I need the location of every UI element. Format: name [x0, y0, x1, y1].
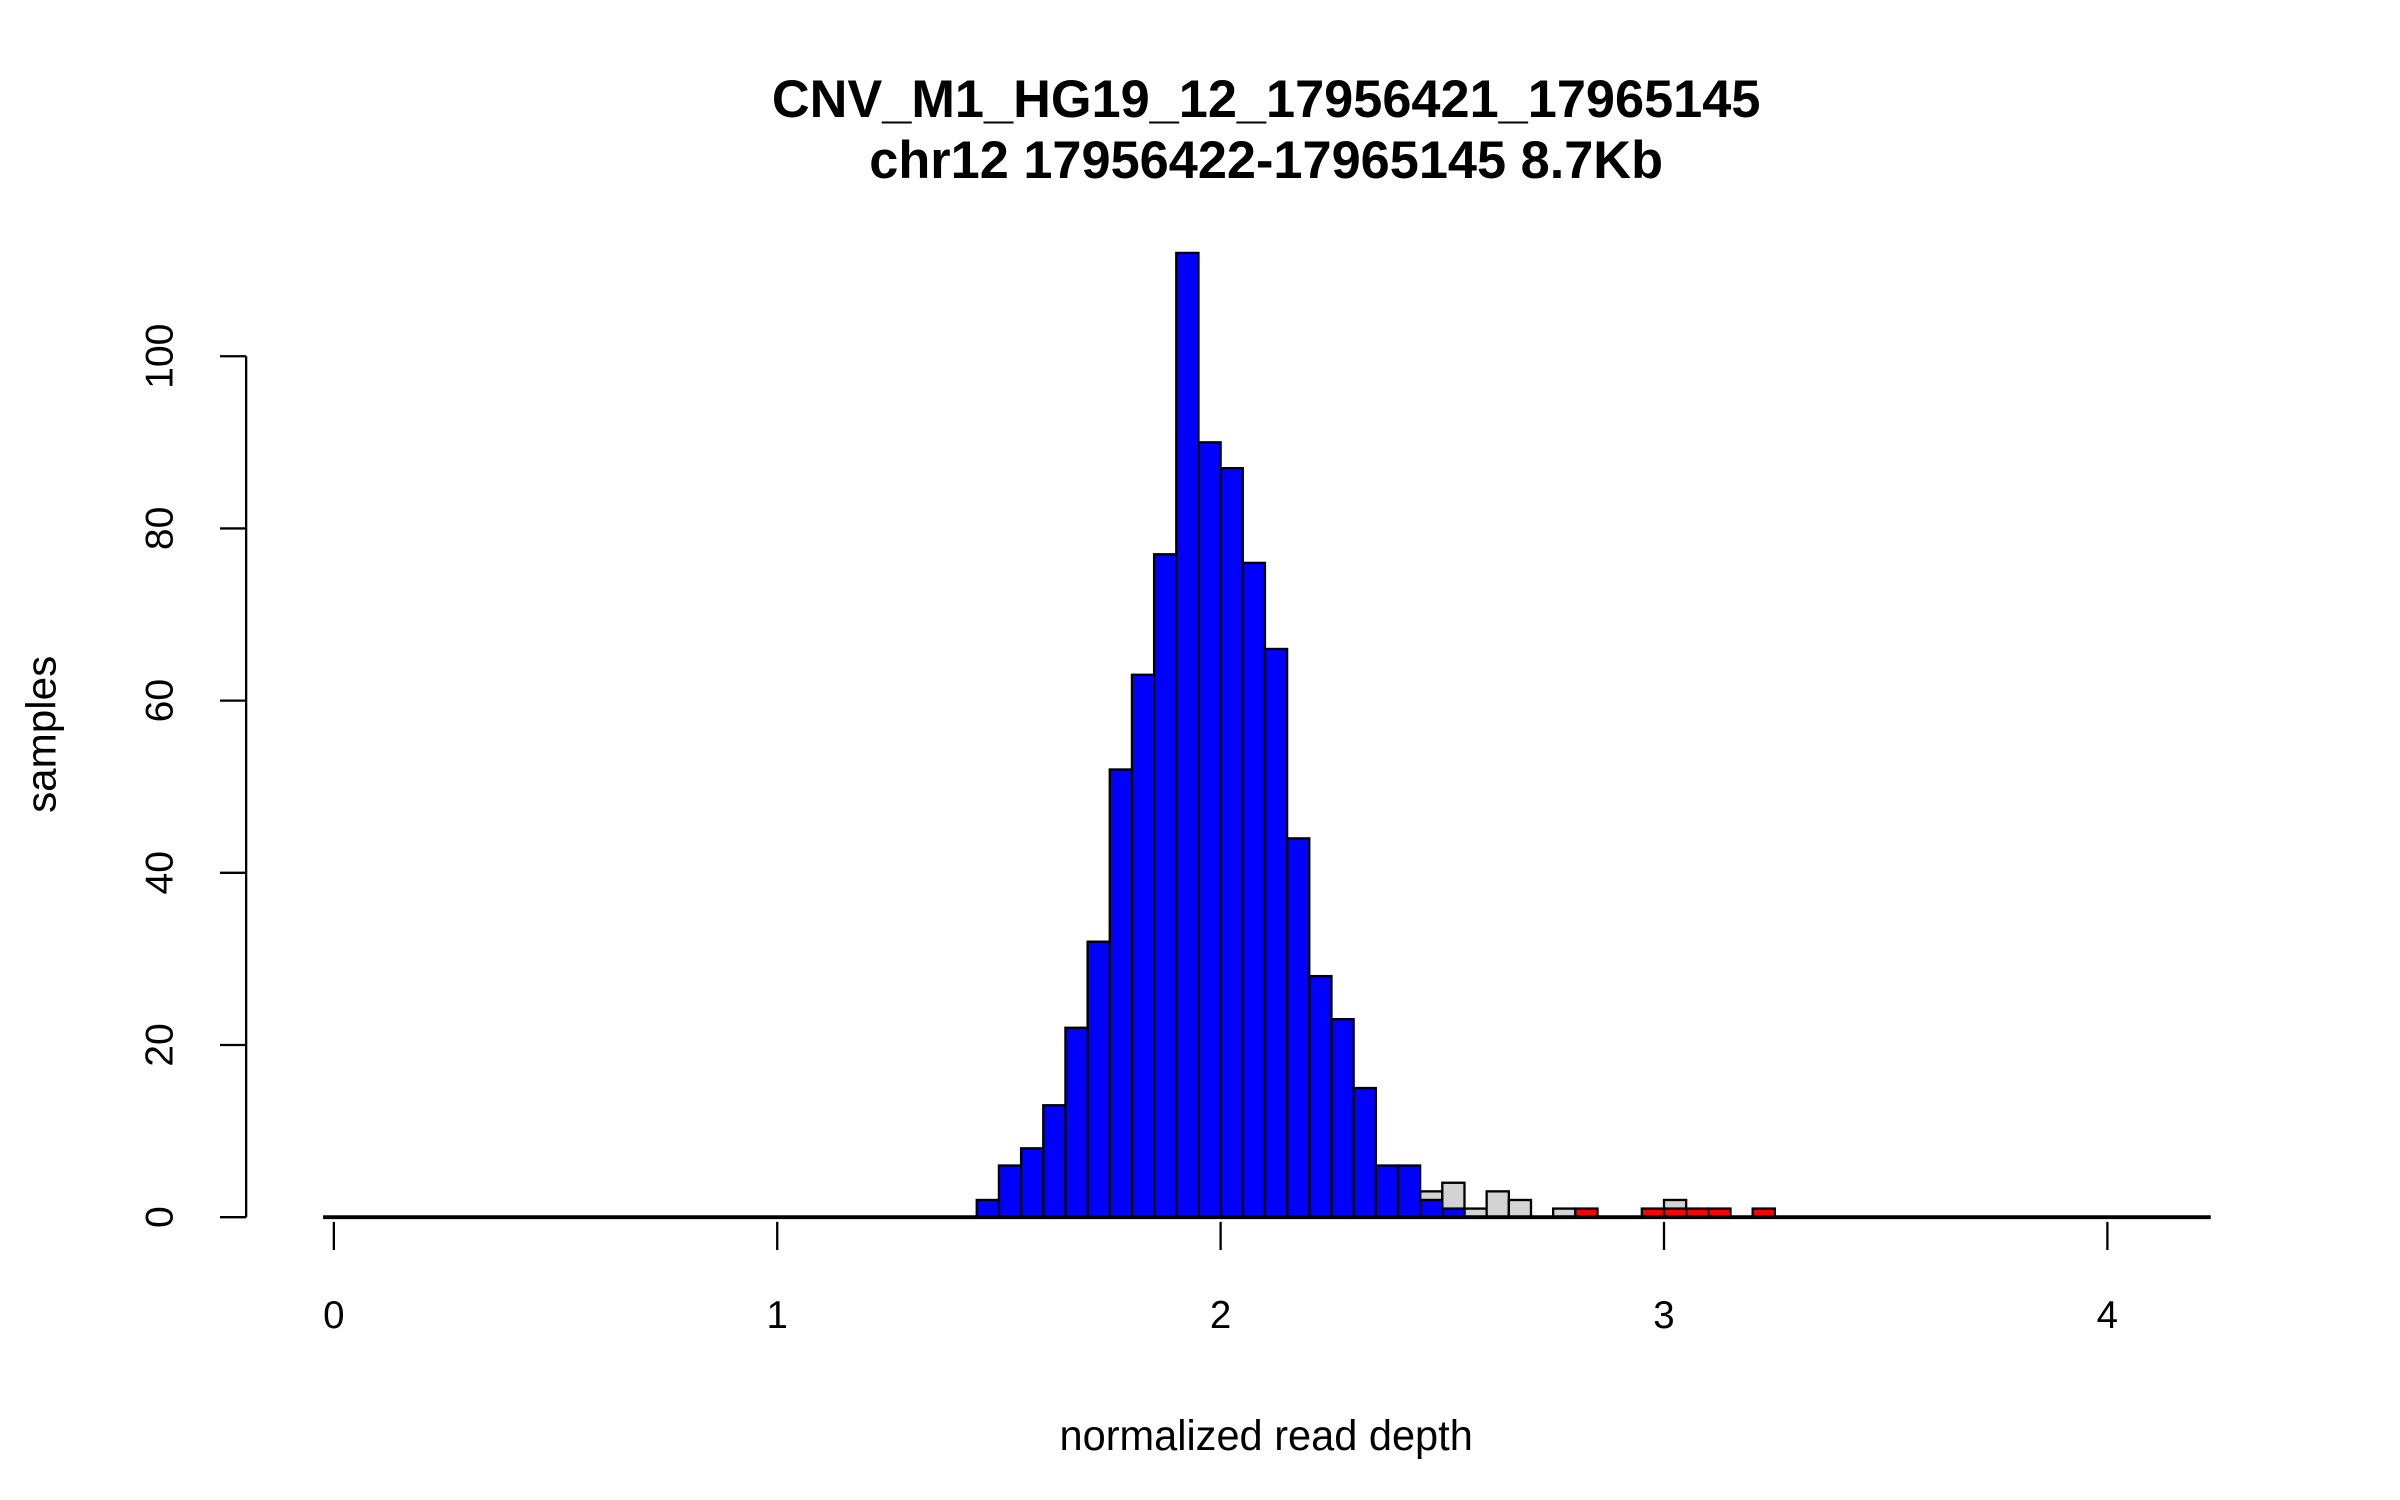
y-axis-label: samples: [18, 656, 65, 813]
chart-title: CNV_M1_HG19_12_17956421_17965145: [772, 70, 1761, 129]
bar-gray-4: [1507, 1198, 1533, 1219]
chart-subtitle: chr12 17956422-17965145 8.7Kb: [869, 131, 1663, 190]
bar-blue-10: [1197, 441, 1222, 1219]
bar-blue-3: [1042, 1104, 1067, 1219]
y-tick-label: 60: [139, 679, 182, 722]
bar-blue-2: [1019, 1147, 1045, 1219]
x-tick-label: 0: [323, 1294, 344, 1337]
bar-blue-15: [1308, 974, 1333, 1219]
y-tick-label: 20: [139, 1023, 182, 1066]
bar-blue-8: [1152, 553, 1178, 1219]
bar-blue-11: [1219, 467, 1244, 1219]
y-tick-label: 0: [139, 1206, 182, 1228]
bar-blue-0: [975, 1198, 1001, 1219]
y-tick-label: 80: [139, 507, 182, 550]
bar-blue-12: [1241, 561, 1267, 1219]
bar-blue-14: [1285, 837, 1311, 1219]
bar-blue-5: [1086, 940, 1111, 1219]
bar-gray-3: [1485, 1190, 1510, 1219]
bar-blue-13: [1263, 647, 1289, 1219]
x-axis-label: normalized read depth: [1060, 1412, 1473, 1459]
x-tick-label: 3: [1653, 1294, 1674, 1337]
bar-blue-4: [1064, 1026, 1089, 1219]
x-tick-label: 2: [1210, 1294, 1231, 1337]
bar-blue-19: [1396, 1164, 1422, 1219]
bar-blue-16: [1330, 1018, 1355, 1219]
bar-blue-20: [1418, 1198, 1444, 1219]
y-tick-label: 100: [139, 324, 182, 389]
bar-blue-7: [1130, 673, 1156, 1219]
y-tick-label: 40: [139, 851, 182, 894]
x-tick-label: 4: [2097, 1294, 2118, 1337]
x-tick-label: 1: [767, 1294, 788, 1337]
bar-blue-9: [1175, 251, 1200, 1219]
bar-blue-18: [1374, 1164, 1400, 1219]
bar-blue-1: [997, 1164, 1023, 1219]
bar-blue-6: [1108, 768, 1134, 1219]
bar-blue-17: [1352, 1086, 1377, 1219]
